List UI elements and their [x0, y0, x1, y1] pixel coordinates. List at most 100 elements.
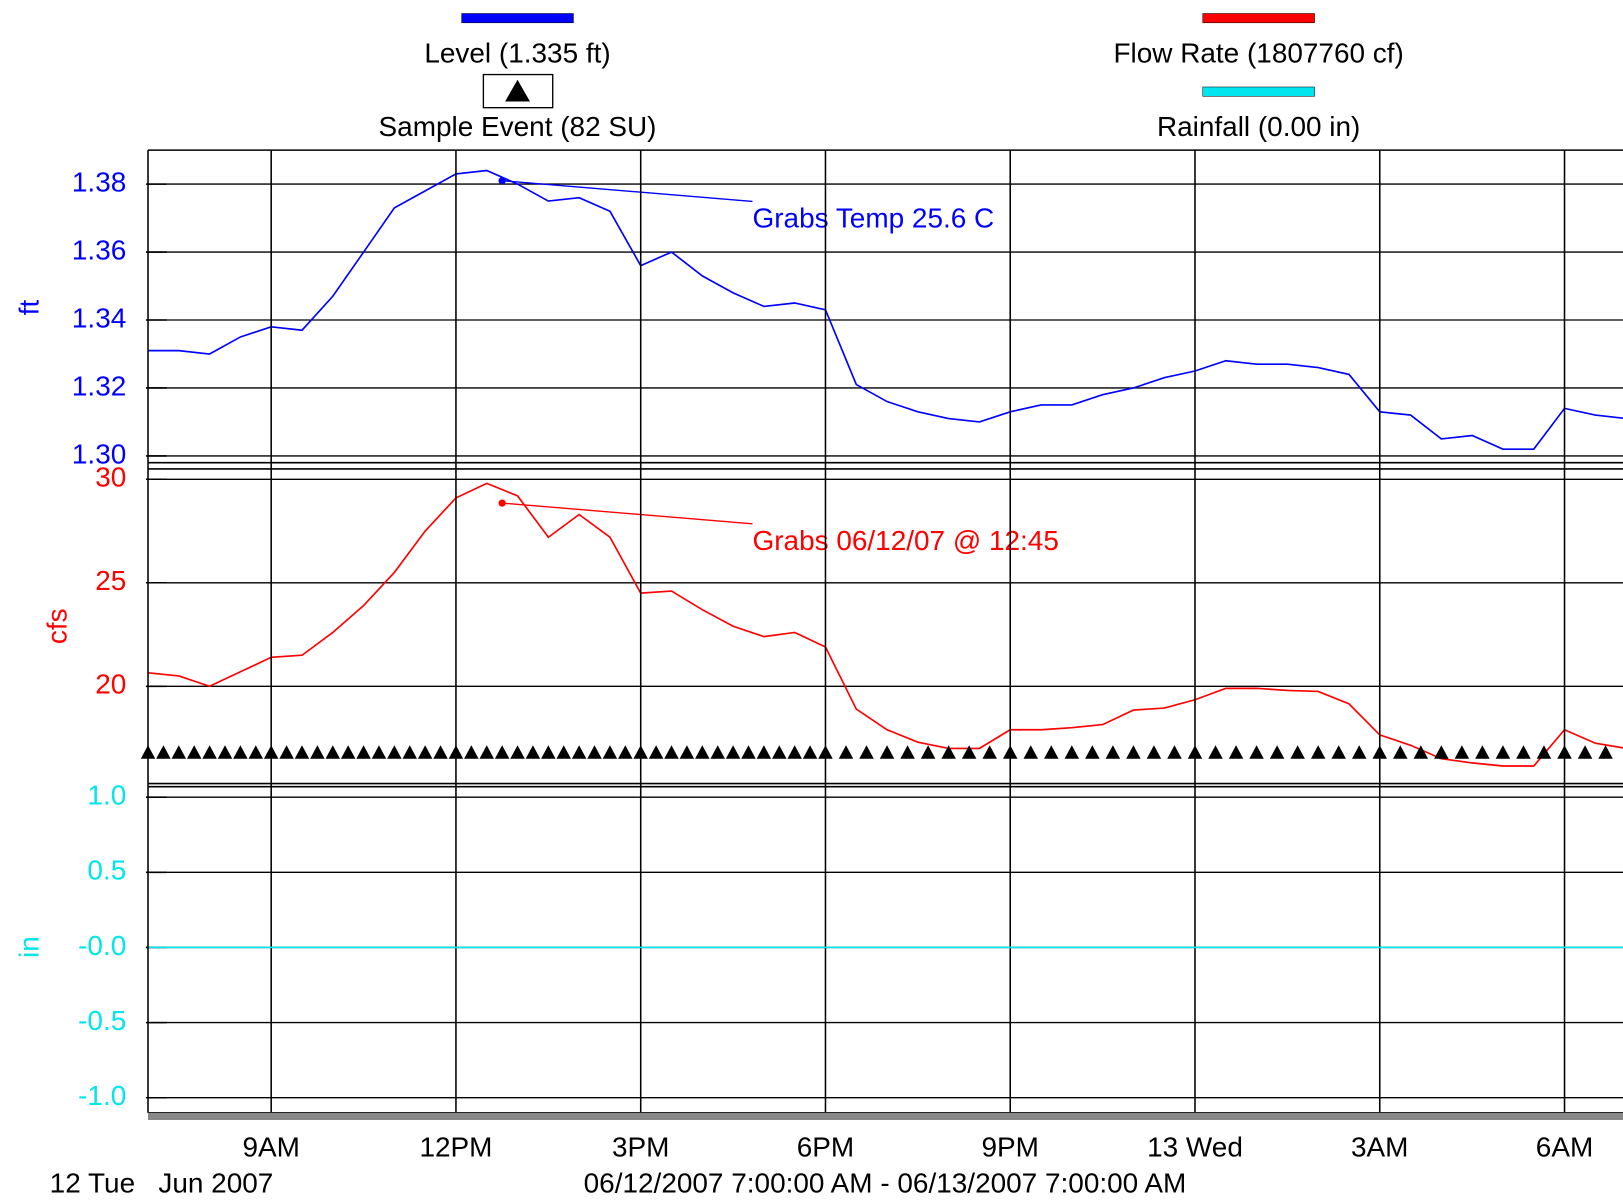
sample-event-marker — [541, 745, 556, 759]
sample-event-marker — [217, 745, 233, 759]
x-tick-label: 3AM — [1351, 1131, 1408, 1162]
sample-event-marker — [1454, 745, 1470, 759]
sample-event-marker — [587, 745, 602, 759]
sample-event-marker — [741, 745, 756, 759]
sample-event-marker — [402, 745, 418, 759]
y-tick-label: 25 — [95, 565, 126, 596]
sample-event-marker — [725, 745, 741, 759]
sample-event-marker — [961, 745, 977, 759]
sample-event-marker — [510, 745, 525, 759]
sample-event-marker — [233, 745, 248, 759]
y-tick-label: 1.38 — [72, 166, 126, 197]
y-axis-title: cfs — [41, 608, 72, 644]
x-axis-bar — [148, 1112, 1623, 1120]
sample-event-marker — [859, 745, 874, 759]
sample-event-marker — [433, 745, 448, 759]
sample-event-marker — [802, 745, 818, 759]
sample-event-marker — [186, 745, 202, 759]
sample-event-marker — [310, 745, 325, 759]
x-tick-label: 9PM — [982, 1131, 1039, 1162]
sample-event-marker — [1044, 745, 1059, 759]
sample-event-marker — [417, 745, 433, 759]
x-tick-label: 6AM — [1536, 1131, 1593, 1162]
sample-event-marker — [679, 745, 695, 759]
sample-event-marker — [602, 745, 618, 759]
sample-event-marker — [838, 745, 854, 759]
sample-event-marker — [1105, 745, 1121, 759]
x-tick-label: 9AM — [242, 1131, 299, 1162]
y-tick-label: 1.34 — [72, 302, 126, 333]
sample-event-marker — [279, 745, 294, 759]
legend-swatch — [1202, 13, 1315, 24]
sample-event-marker — [1351, 745, 1367, 759]
sample-event-marker — [1023, 745, 1039, 759]
annotation-text: Grabs 06/12/07 @ 12:45 — [753, 525, 1059, 556]
sample-event-marker — [202, 745, 217, 759]
sample-event-marker — [1146, 745, 1162, 759]
sample-event-marker — [294, 745, 310, 759]
sample-event-marker — [1598, 745, 1613, 759]
sample-event-marker — [1167, 745, 1182, 759]
y-tick-label: 1.36 — [72, 234, 126, 265]
sample-event-marker — [710, 745, 725, 759]
sample-event-marker — [664, 745, 679, 759]
annotation-text: Grabs Temp 25.6 C — [753, 202, 995, 233]
sample-event-marker — [464, 745, 479, 759]
sample-event-marker — [1495, 745, 1511, 759]
sample-event-marker — [982, 745, 997, 759]
y-tick-label: 1.0 — [87, 780, 126, 811]
annotation-leader — [502, 180, 753, 203]
sample-event-marker — [618, 745, 633, 759]
sample-event-marker — [479, 745, 494, 759]
sample-event-marker — [556, 745, 571, 759]
sample-event-marker — [1249, 745, 1264, 759]
legend-label: Level (1.335 ft) — [424, 37, 610, 68]
day-label: 12 Tue — [50, 1168, 135, 1199]
y-axis-title: ft — [13, 299, 44, 315]
sample-event-marker — [1269, 745, 1285, 759]
sample-event-marker — [1085, 745, 1100, 759]
sample-event-marker — [1434, 745, 1449, 759]
sample-event-marker — [695, 745, 710, 759]
y-tick-label: 1.32 — [72, 370, 126, 401]
y-tick-label: -1.0 — [78, 1080, 126, 1111]
sample-event-marker — [1064, 745, 1080, 759]
sample-event-marker — [494, 745, 510, 759]
sample-event-marker — [920, 745, 936, 759]
y-axis-title: in — [13, 936, 44, 958]
sample-event-marker — [1393, 745, 1408, 759]
sample-event-marker — [156, 745, 171, 759]
sample-event-marker — [1228, 745, 1244, 759]
x-tick-label: 12PM — [419, 1131, 492, 1162]
legend-swatch — [1202, 86, 1315, 97]
legend-label: Flow Rate (1807760 cf) — [1113, 37, 1403, 68]
sample-event-marker — [787, 745, 802, 759]
sample-event-marker — [1536, 745, 1552, 759]
sample-event-marker — [879, 745, 895, 759]
y-tick-label: -0.5 — [78, 1005, 126, 1036]
sample-event-marker — [648, 745, 664, 759]
month-label: Jun 2007 — [158, 1168, 273, 1199]
sample-event-marker — [772, 745, 787, 759]
legend-swatch — [461, 13, 574, 24]
sample-event-marker — [1577, 745, 1593, 759]
x-tick-label: 6PM — [797, 1131, 854, 1162]
sample-event-marker — [340, 745, 356, 759]
y-tick-label: 30 — [95, 462, 126, 493]
y-tick-label: -0.0 — [78, 930, 126, 961]
annotation-point — [498, 177, 506, 185]
legend-marker — [505, 79, 530, 102]
sample-event-marker — [371, 745, 387, 759]
x-tick-label: 3PM — [612, 1131, 669, 1162]
sample-event-marker — [1310, 745, 1326, 759]
sample-event-marker — [171, 745, 187, 759]
sample-event-marker — [941, 745, 956, 759]
sample-event-marker — [1516, 745, 1531, 759]
range-label: 06/12/2007 7:00:00 AM - 06/13/2007 7:00:… — [584, 1168, 1187, 1199]
sample-event-marker — [1126, 745, 1141, 759]
sample-event-marker — [356, 745, 371, 759]
sample-event-marker — [525, 745, 541, 759]
y-tick-label: 20 — [95, 669, 126, 700]
sample-event-marker — [248, 745, 264, 759]
